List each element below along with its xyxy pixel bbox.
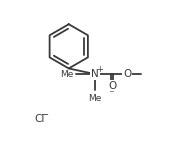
Text: N: N <box>91 69 99 79</box>
Text: O: O <box>123 69 131 79</box>
Text: Me: Me <box>89 94 102 103</box>
Text: +: + <box>96 65 103 74</box>
Text: O: O <box>108 80 116 91</box>
Text: −: − <box>41 110 49 121</box>
Text: Cl: Cl <box>35 114 45 124</box>
Text: Me: Me <box>60 70 73 79</box>
